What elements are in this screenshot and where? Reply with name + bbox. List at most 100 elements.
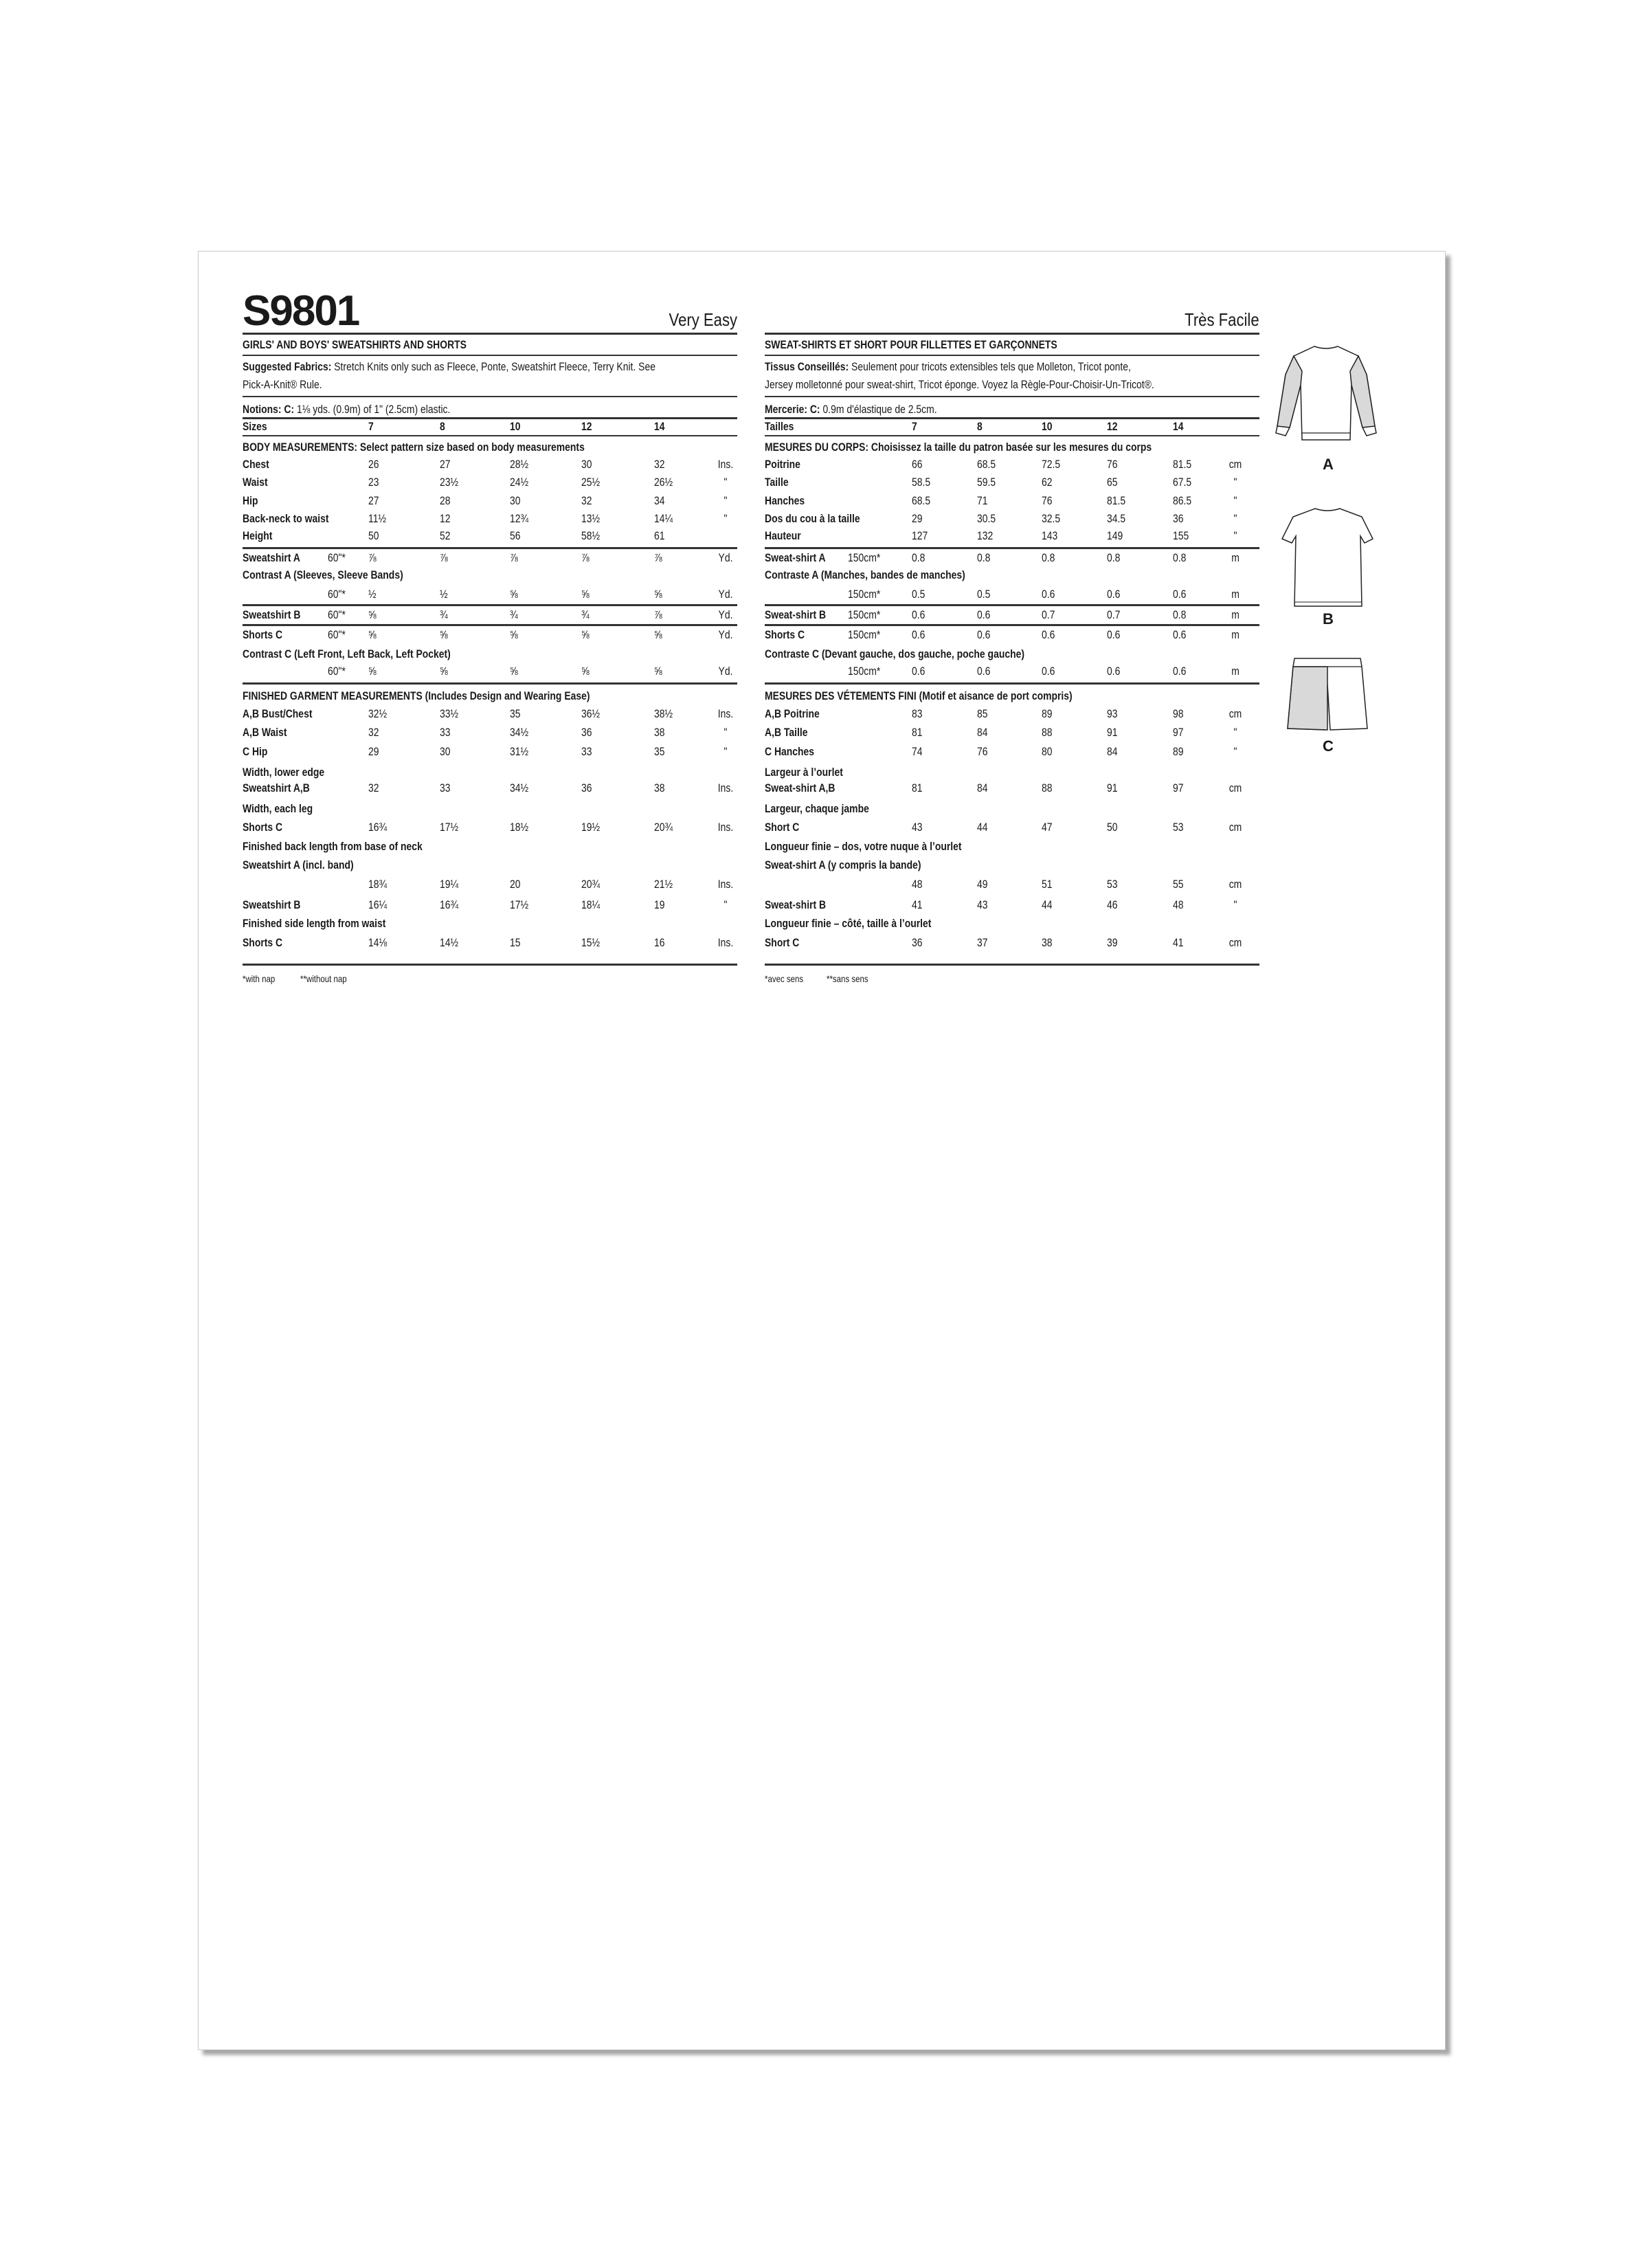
row-label: Sweatshirt A (incl. band) [243,858,354,871]
row-label: Sweat-shirt A (y compris la bande) [765,858,1259,873]
unit: cm [1229,707,1242,720]
table-row: Sweatshirt B 60"* ⅝ ¾ ¾ ¾ ⅞ Yd. [243,608,737,623]
size-value: 47 [1042,821,1053,834]
size-value: 0.8 [912,551,926,564]
fabric-width: 150cm* [848,665,881,678]
size-value: 30 [440,745,451,758]
size-value: 34½ [510,781,529,794]
divider [765,682,1259,685]
table-row: 18¾ 19¼ 20 20¾ 21½ Ins. [243,877,737,892]
divider [243,604,737,606]
size-value: 0.8 [1173,551,1187,564]
unit: Ins. [717,878,734,891]
size-value: 41 [912,898,923,911]
unit: " [723,512,728,525]
row-label: Sweatshirt B [243,608,301,621]
size-value: ⅞ [510,551,518,564]
row-label: Height [243,529,273,542]
size-value: 43 [912,821,923,834]
divider [765,333,1259,335]
size-value: 38½ [654,707,673,720]
sizes-label: Sizes [243,420,267,433]
row-label: Shorts C [243,936,283,949]
footnote: **without nap [300,973,347,984]
table-row: A,B Bust/Chest 32½ 33½ 35 36½ 38½ Ins. [243,707,737,722]
size-value: 0.6 [977,665,991,678]
row-label: Contrast C (Left Front, Left Back, Left … [243,647,737,662]
unit: Yd. [718,608,733,621]
size-value: 18¼ [581,898,601,911]
size-value: 50 [1107,821,1118,834]
size-value: 18½ [510,821,529,834]
row-label: A,B Poitrine [765,707,820,720]
row-label: Waist [243,476,268,489]
table-row: 60"* ½ ½ ⅝ ⅝ ⅝ Yd. [243,587,737,602]
table-row: C Hip 29 30 31½ 33 35 " [243,744,737,759]
size-value: ⅞ [654,551,662,564]
row-label: Back-neck to waist [243,512,329,525]
row-label: Largeur, chaque jambe [765,802,869,815]
row-label: Sweat-shirt A [765,551,826,564]
size-value: 0.6 [977,628,991,641]
fabrics-text-continued: Pick-A-Knit® Rule. [243,378,322,391]
size-value: 38 [654,781,665,794]
size-value: 58.5 [912,476,931,489]
size-value: 0.6 [1042,588,1055,601]
suggested-fabrics: Tissus Conseillés: Seulement pour tricot… [765,359,1131,375]
divider [243,547,737,549]
size-value: 80 [1042,745,1053,758]
divider [243,624,737,626]
fabrics-text: Stretch Knits only such as Fleece, Ponte… [334,360,655,373]
french-column: Très Facile SWEAT-SHIRTS ET SHORT POUR FI… [765,0,1259,2268]
section-heading: FINISHED GARMENT MEASUREMENTS (Includes … [243,689,590,702]
row-label: Largeur, chaque jambe [765,801,1259,816]
size-value: ⅝ [440,665,448,678]
row-label: Contraste C (Devant gauche, dos gauche, … [765,647,1259,662]
unit: " [723,726,728,739]
divider [765,435,1259,436]
row-label: Shorts C [243,628,283,641]
footnote: *with nap [243,973,276,984]
size-value: 0.8 [1042,551,1055,564]
row-label: Sweat-shirt B [765,898,827,911]
size-value: 0.8 [1173,608,1187,621]
size-value: 32.5 [1042,512,1061,525]
size-value: 38 [654,726,665,739]
size-value: ⅝ [510,588,518,601]
size-value: ⅝ [654,665,662,678]
size-header: 14 [654,420,665,433]
size-value: ⅞ [581,551,590,564]
size-value: 89 [1042,707,1053,720]
fabric-width: 60"* [328,551,346,564]
size-value: ⅝ [581,588,590,601]
fabrics-label: Suggested Fabrics: [243,360,332,373]
row-label: Longueur finie – dos, votre nuque à l’ou… [765,839,1259,854]
size-value: 0.6 [1042,628,1055,641]
size-value: 15½ [581,936,601,949]
unit: cm [1229,878,1242,891]
table-row: Short C 43 44 47 50 53 cm [765,820,1259,835]
fabric-width: 60"* [328,588,346,601]
size-value: 23½ [440,476,459,489]
size-header: 12 [1107,420,1118,433]
size-header: 7 [368,420,374,433]
row-label: Largeur à l’ourlet [765,766,843,779]
unit: cm [1229,936,1242,949]
table-row: Shorts C 150cm* 0.6 0.6 0.6 0.6 0.6 m [765,627,1259,643]
size-value: 97 [1173,726,1184,739]
footnote: *avec sens [765,973,804,984]
english-column: S9801 Very Easy GIRLS' AND BOYS' SWEATSHIR… [243,0,737,2268]
unit: " [1233,898,1237,911]
notions: Mercerie: C: 0.9m d'élastique de 2.5cm. [765,402,937,417]
size-value: 16¾ [368,821,388,834]
footnote: **sans sens [827,973,868,984]
size-header: 8 [440,420,445,433]
divider [243,435,737,436]
row-label: Finished side length from waist [243,916,737,931]
size-value: 86.5 [1173,494,1192,507]
row-label: A,B Bust/Chest [243,707,313,720]
table-row: Sweatshirt A,B 32 33 34½ 36 38 Ins. [243,781,737,796]
table-row: Sweat-shirt B 150cm* 0.6 0.6 0.7 0.7 0.8 m [765,608,1259,623]
size-value: 0.6 [977,608,991,621]
table-row: Chest 26 27 28½ 30 32 Ins. [243,457,737,472]
